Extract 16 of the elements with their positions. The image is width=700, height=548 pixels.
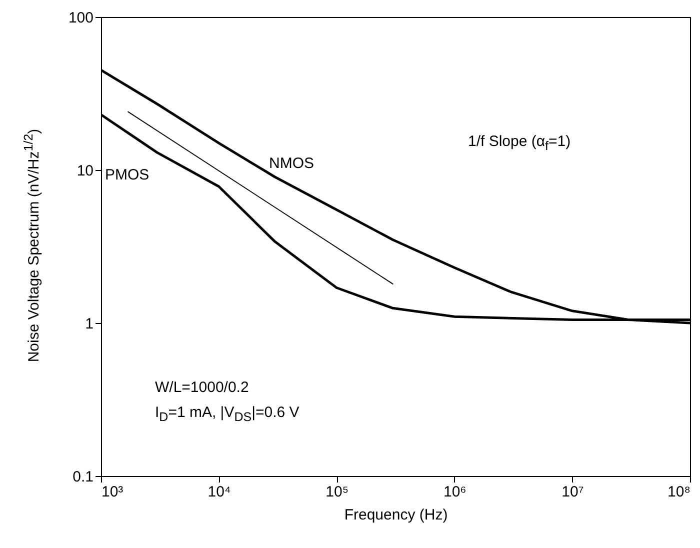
x-tick-label: 10⁶ (443, 484, 466, 500)
series-label: NMOS (269, 155, 314, 172)
y-tick-label: 1 (85, 316, 94, 332)
x-tick-label: 10⁵ (326, 484, 349, 500)
x-tick-label: 10⁷ (562, 484, 584, 500)
x-tick-label: 10³ (102, 484, 124, 500)
x-tick-label: 10⁴ (208, 484, 231, 500)
annotation: I$_{D}$=1 mA, |V$_{DS}$|=0.6 V (155, 404, 300, 424)
annotation: W/L=1000/0.2 (155, 379, 249, 396)
x-tick-label: 10⁸ (667, 484, 690, 500)
y-tick-label: 0.1 (72, 468, 94, 486)
y-tick-label: 100 (68, 10, 94, 26)
y-tick-label: 10 (76, 162, 94, 180)
annotation: 1/f Slope (α$_{f}$=1) (468, 133, 571, 153)
series-label: PMOS (105, 166, 150, 184)
x-axis-title: Frequency (Hz) (344, 506, 448, 524)
